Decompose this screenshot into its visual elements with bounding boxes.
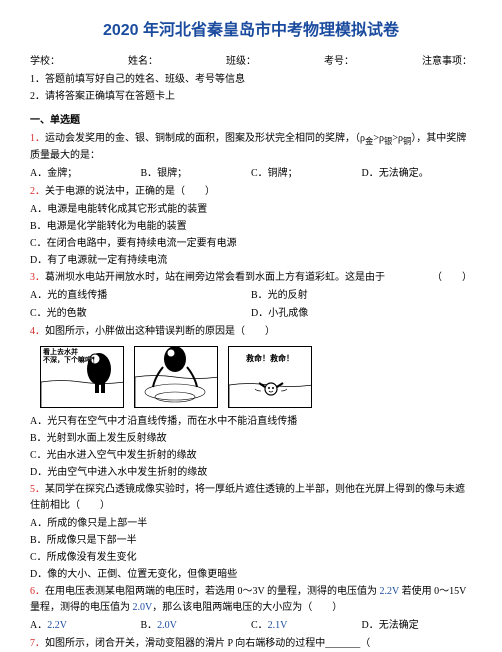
q2-optB: B．电源是化学能转化为电能的装置 [30,219,472,235]
q6-text-a: 在用电压表测某电阻两端的电压时，若选用 0～3V 的量程，测得的电压值为 [45,586,380,597]
figure-3: 救命！救命！ [228,346,312,408]
q6-text-c: ，那么该电阻两端电压的大小应为（ ） [152,602,342,613]
q4-optD: D．光由空气中进入水中发生折射的缘故 [30,465,472,481]
q1-optD: D．无法确定。 [362,166,473,182]
question-6: 6．在用电压表测某电阻两端的电压时，若选用 0～3V 的量程，测得的电压值为 2… [30,584,472,616]
q5-optC: C．所成像没有发生变化 [30,550,472,566]
q6-optB: B．2.0V [141,618,252,634]
class-label: 班级： [226,54,256,70]
question-7: 7．如图所示，闭合开关，滑动变阻器的滑片 P 向右端移动的过程中_______（ [30,636,472,652]
q6-options: A．2.2V B．2.0V C．2.1V D．无法确定 [30,618,472,634]
figure-2 [134,346,218,408]
figure-1: 看上去水并 不深，下个嘛吧！ [40,346,124,408]
q1-text-c: >ρ [392,133,403,144]
fig1-text2: 不深，下个嘛吧！ [43,357,99,365]
q2-optC: C．在闭合电路中，要有持续电流一定要有电源 [30,236,472,252]
q2-options: A．电源是电能转化成其它形式能的装置 B．电源是化学能转化为电能的装置 C．在闭… [30,202,472,269]
q4-optC: C．光由水进入空气中发生折射的缘故 [30,448,472,464]
section-1-title: 一、单选题 [30,113,472,129]
q6-optA: A．2.2V [30,618,141,634]
q7-text: 如图所示，闭合开关，滑动变阻器的滑片 P 向右端移动的过程中_______（ [45,638,380,649]
q1-optA: A．金牌； [30,166,141,182]
q1-optB: B．银牌； [141,166,252,182]
q5-optD: D．像的大小、正倒、位置无变化，但像更暗些 [30,567,472,583]
name-label: 姓名： [128,54,158,70]
q6-val2: 2.0V [133,602,153,613]
q6-val1: 2.2V [380,586,400,597]
question-3: 3．葛洲坝水电站开闸放水时，站在闸旁边常会看到水面上方有道彩虹。这是由于 （ ） [30,270,472,286]
q4-num: 4． [30,326,45,337]
q5-num: 5． [30,484,45,495]
q1-num: 1． [30,133,45,144]
instruction-2: 2．请将答案正确填写在答题卡上 [30,89,472,105]
question-5: 5．某同学在探究凸透镜成像实验时，将一厚纸片遮住透镜的上半部，则他在光屏上得到的… [30,482,472,514]
instructions-block: 1．答题前填写好自己的姓名、班级、考号等信息 2．请将答案正确填写在答题卡上 [30,72,472,105]
q1-text-b: >ρ [373,133,384,144]
q1-options: A．金牌； B．银牌； C．铜牌； D．无法确定。 [30,166,472,182]
q3-optD: D．小孔成像 [251,306,472,322]
q5-optB: B．所成像只是下部一半 [30,533,472,549]
school-label: 学校： [30,54,60,70]
figures-row: 看上去水并 不深，下个嘛吧！ 救命！救命！ [40,346,472,408]
q3-optC: C．光的色散 [30,306,251,322]
q5-options: A．所成的像只是上部一半 B．所成像只是下部一半 C．所成像没有发生变化 D．像… [30,516,472,583]
q6-optC: C．2.1V [251,618,362,634]
exam-title: 2020 年河北省秦皇岛市中考物理模拟试卷 [30,18,472,44]
notice-label: 注意事项： [422,54,472,70]
q3-optB: B．光的反射 [251,288,472,304]
q4-options: A．光只有在空气中才沿直线传播，而在水中不能沿直线传播 B．光射到水面上发生反射… [30,414,472,481]
q6-num: 6． [30,586,45,597]
exam-id-label: 考号： [324,54,354,70]
q2-text: 关于电源的说法中，正确的是（ ） [45,186,215,197]
q2-optA: A．电源是电能转化成其它形式能的装置 [30,202,472,218]
q7-num: 7． [30,638,45,649]
q3-text: 葛洲坝水电站开闸放水时，站在闸旁边常会看到水面上方有道彩虹。这是由于 [45,272,385,283]
fig3-text: 救命！救命！ [229,353,311,366]
question-1: 1．运动会发奖用的金、银、铜制成的面积，图案及形状完全相同的奖牌，（ρ金>ρ银>… [30,131,472,164]
q3-options-row1: A．光的直线传播 B．光的反射 [30,288,472,304]
q4-text: 如图所示，小胖做出这种错误判断的原因是（ ） [45,326,275,337]
q4-optA: A．光只有在空气中才沿直线传播，而在水中不能沿直线传播 [30,414,472,430]
q1-optC: C．铜牌； [251,166,362,182]
question-4: 4．如图所示，小胖做出这种错误判断的原因是（ ） [30,324,472,340]
q2-optD: D．有了电源就一定有持续电流 [30,253,472,269]
q5-text: 某同学在探究凸透镜成像实验时，将一厚纸片遮住透镜的上半部，则他在光屏上得到的像与… [30,484,465,511]
q4-optB: B．光射到水面上发生反射缘故 [30,431,472,447]
q3-paren: （ ） [432,270,472,286]
q3-options-row2: C．光的色散 D．小孔成像 [30,306,472,322]
q2-num: 2． [30,186,45,197]
q6-optD: D．无法确定 [362,618,473,634]
student-info-row: 学校： 姓名： 班级： 考号： 注意事项： [30,54,472,70]
instruction-1: 1．答题前填写好自己的姓名、班级、考号等信息 [30,72,472,88]
q1-text-a: 运动会发奖用的金、银、铜制成的面积，图案及形状完全相同的奖牌，（ρ [45,133,365,144]
q5-optA: A．所成的像只是上部一半 [30,516,472,532]
question-2: 2．关于电源的说法中，正确的是（ ） [30,184,472,200]
q3-optA: A．光的直线传播 [30,288,251,304]
q3-num: 3． [30,272,45,283]
